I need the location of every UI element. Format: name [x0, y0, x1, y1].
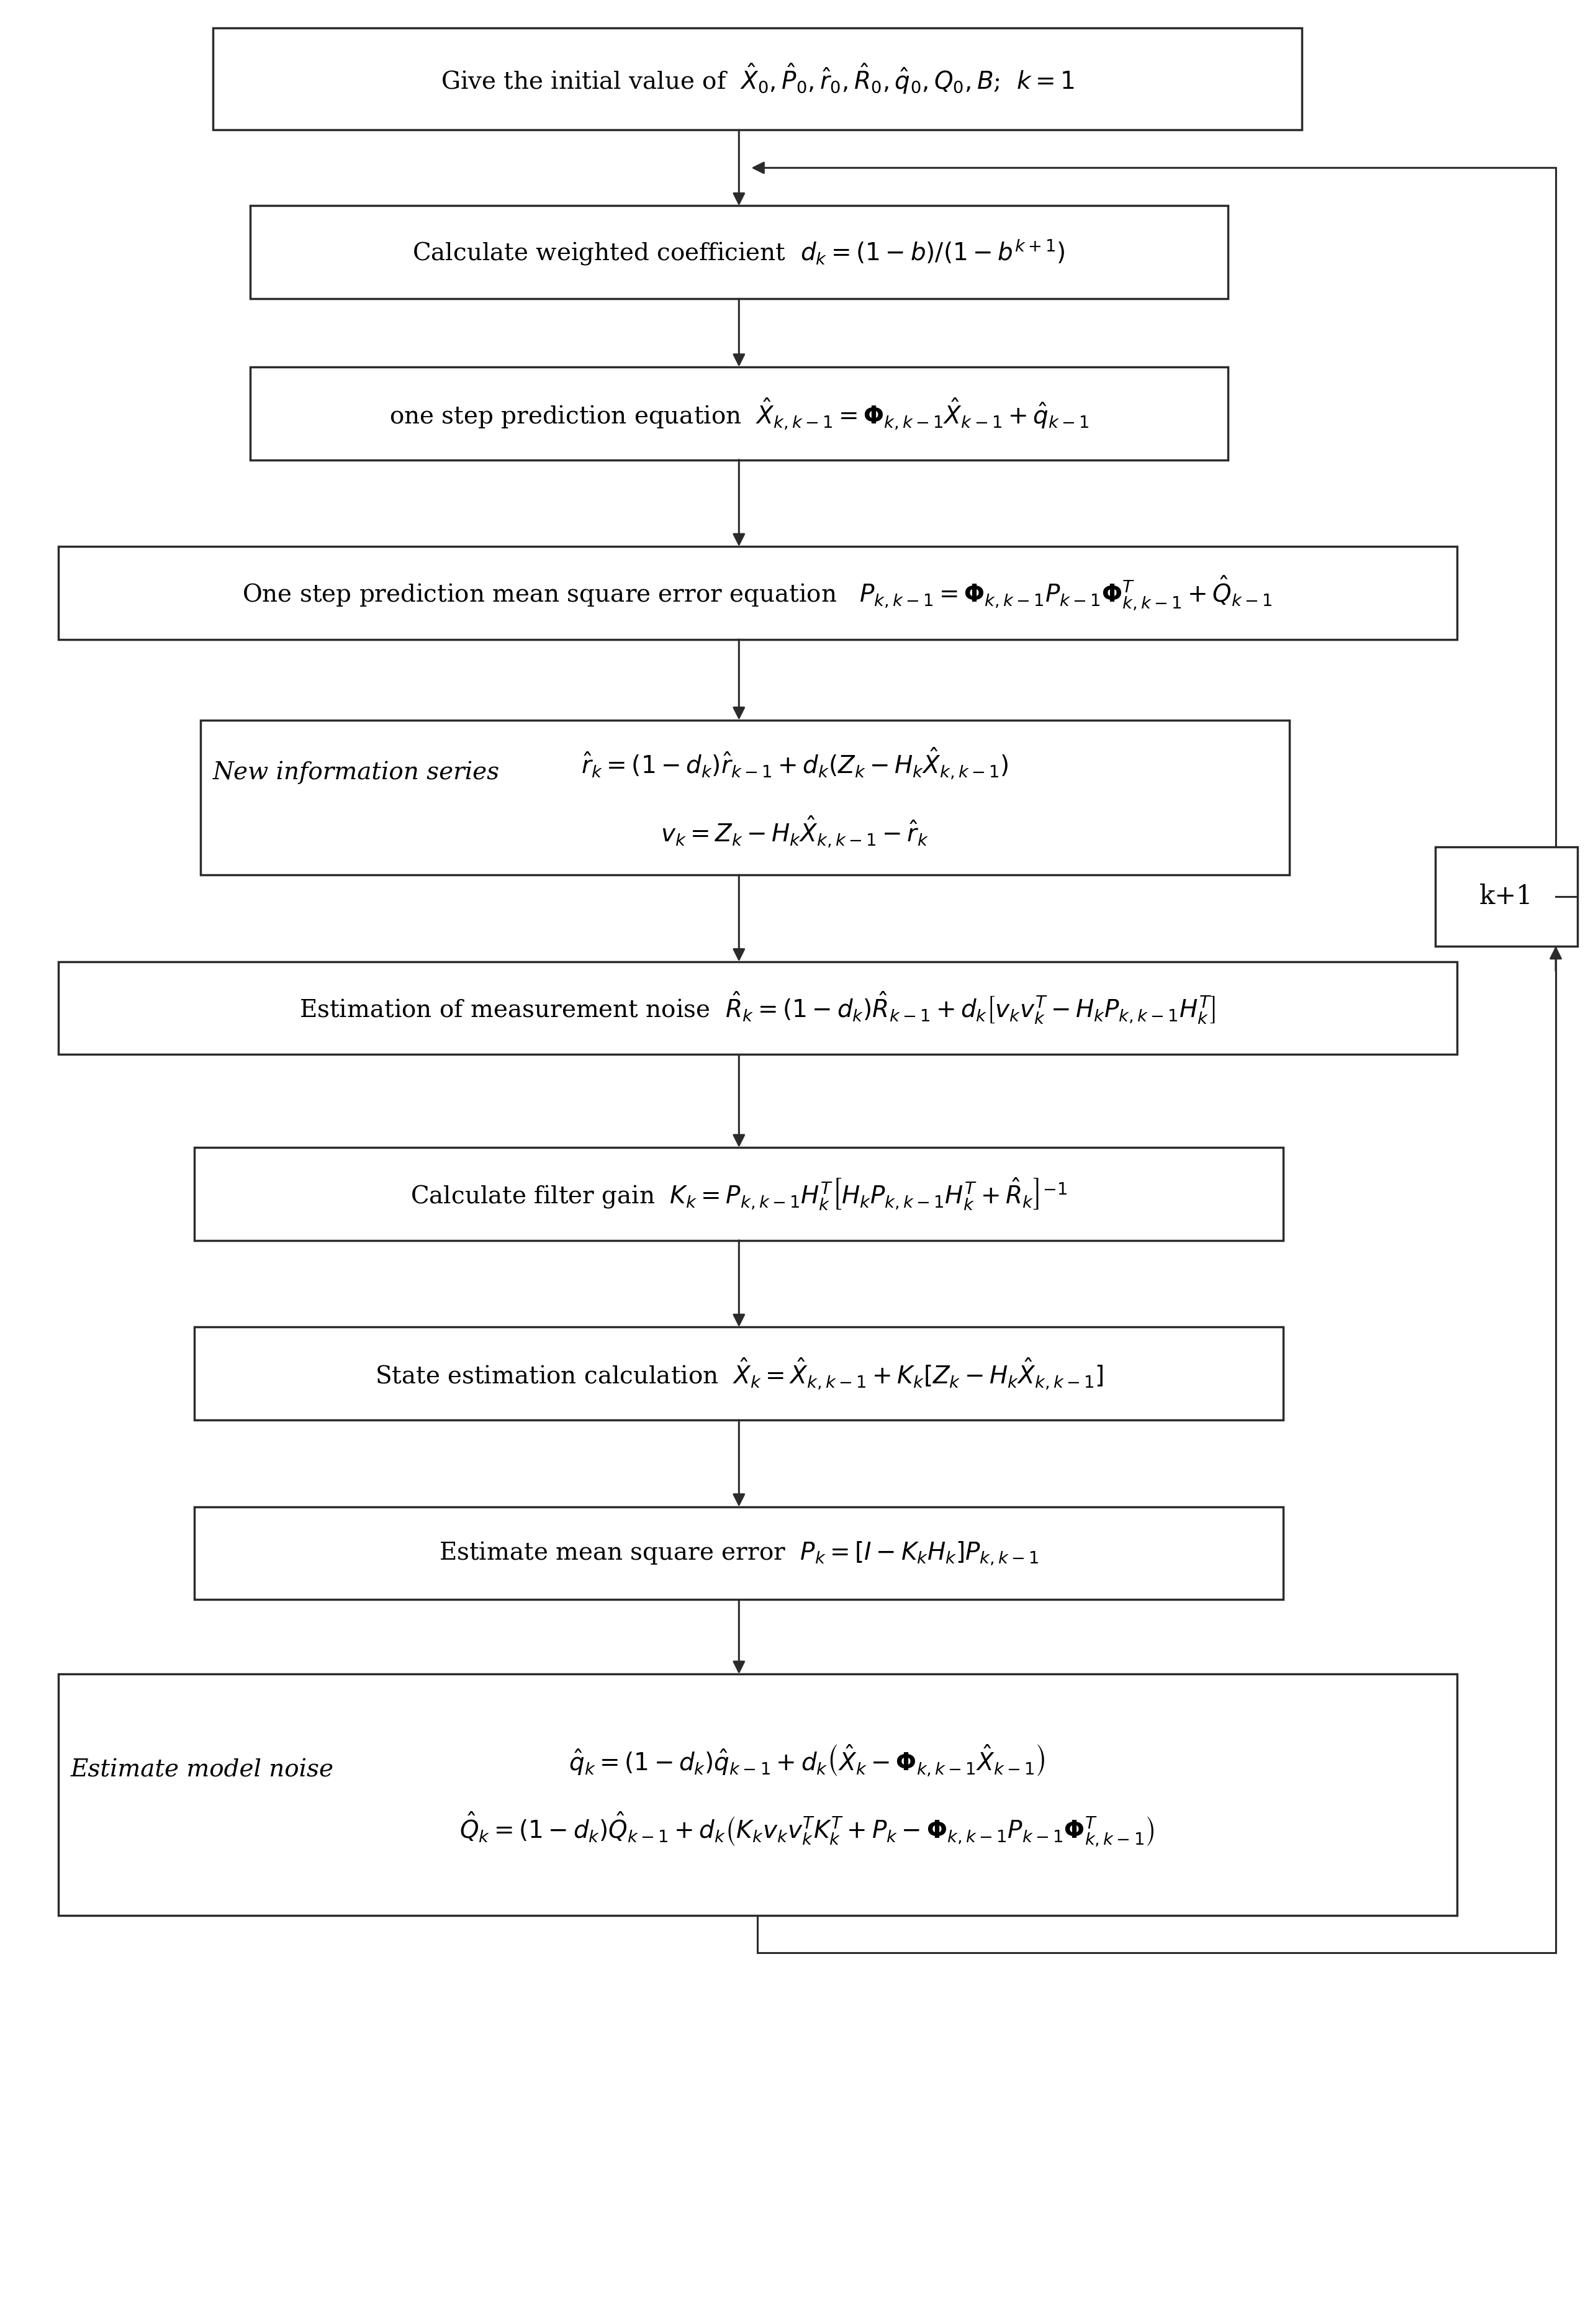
- Text: Estimation of measurement noise  $\hat{R}_k = (1-d_k)\hat{R}_{k-1} + d_k\left[v_: Estimation of measurement noise $\hat{R}…: [299, 990, 1215, 1025]
- FancyBboxPatch shape: [213, 28, 1301, 130]
- FancyBboxPatch shape: [1435, 846, 1577, 946]
- FancyBboxPatch shape: [194, 1506, 1284, 1599]
- FancyBboxPatch shape: [59, 546, 1456, 639]
- Text: Estimate model noise: Estimate model noise: [70, 1759, 335, 1783]
- FancyBboxPatch shape: [201, 720, 1290, 874]
- Text: Give the initial value of  $\hat{X}_0, \hat{P}_0, \hat{r}_0, \hat{R}_0, \hat{q}_: Give the initial value of $\hat{X}_0, \h…: [441, 63, 1075, 95]
- Text: $\hat{q}_k = (1-d_k)\hat{q}_{k-1} + d_k\left(\hat{X}_k - \boldsymbol{\Phi}_{k,k-: $\hat{q}_k = (1-d_k)\hat{q}_{k-1} + d_k\…: [569, 1743, 1045, 1778]
- FancyBboxPatch shape: [59, 1673, 1456, 1915]
- Text: $\hat{r}_k = (1-d_k)\hat{r}_{k-1} + d_k(Z_k - H_k\hat{X}_{k,k-1})$: $\hat{r}_k = (1-d_k)\hat{r}_{k-1} + d_k(…: [581, 746, 1008, 781]
- FancyBboxPatch shape: [194, 1327, 1284, 1420]
- FancyBboxPatch shape: [59, 962, 1456, 1055]
- FancyBboxPatch shape: [250, 367, 1228, 460]
- Text: New information series: New information series: [213, 760, 500, 783]
- Text: Calculate weighted coefficient  $d_k = (1-b)/(1-b^{k+1})$: Calculate weighted coefficient $d_k = (1…: [413, 237, 1066, 267]
- Text: State estimation calculation  $\hat{X}_k = \hat{X}_{k,k-1} + K_k[Z_k - H_k\hat{X: State estimation calculation $\hat{X}_k …: [374, 1357, 1104, 1390]
- Text: One step prediction mean square error equation   $P_{k,k-1} = \boldsymbol{\Phi}_: One step prediction mean square error eq…: [242, 574, 1273, 611]
- FancyBboxPatch shape: [250, 207, 1228, 300]
- Text: $\hat{Q}_k = (1-d_k)\hat{Q}_{k-1} + d_k\left(K_kv_kv_k^TK_k^T + P_k - \boldsymbo: $\hat{Q}_k = (1-d_k)\hat{Q}_{k-1} + d_k\…: [459, 1810, 1155, 1848]
- Text: one step prediction equation  $\hat{X}_{k,k-1} = \boldsymbol{\Phi}_{k,k-1}\hat{X: one step prediction equation $\hat{X}_{k…: [389, 395, 1090, 430]
- Text: Estimate mean square error  $P_k = [I - K_kH_k]P_{k,k-1}$: Estimate mean square error $P_k = [I - K…: [438, 1541, 1039, 1566]
- Text: $v_k = Z_k - H_k\hat{X}_{k,k-1} - \hat{r}_k$: $v_k = Z_k - H_k\hat{X}_{k,k-1} - \hat{r…: [661, 813, 929, 848]
- Text: k+1: k+1: [1480, 883, 1532, 909]
- FancyBboxPatch shape: [194, 1148, 1284, 1241]
- Text: Calculate filter gain  $K_k = P_{k,k-1}H_k^T\left[H_kP_{k,k-1}H_k^T + \hat{R}_k\: Calculate filter gain $K_k = P_{k,k-1}H_…: [411, 1176, 1067, 1211]
